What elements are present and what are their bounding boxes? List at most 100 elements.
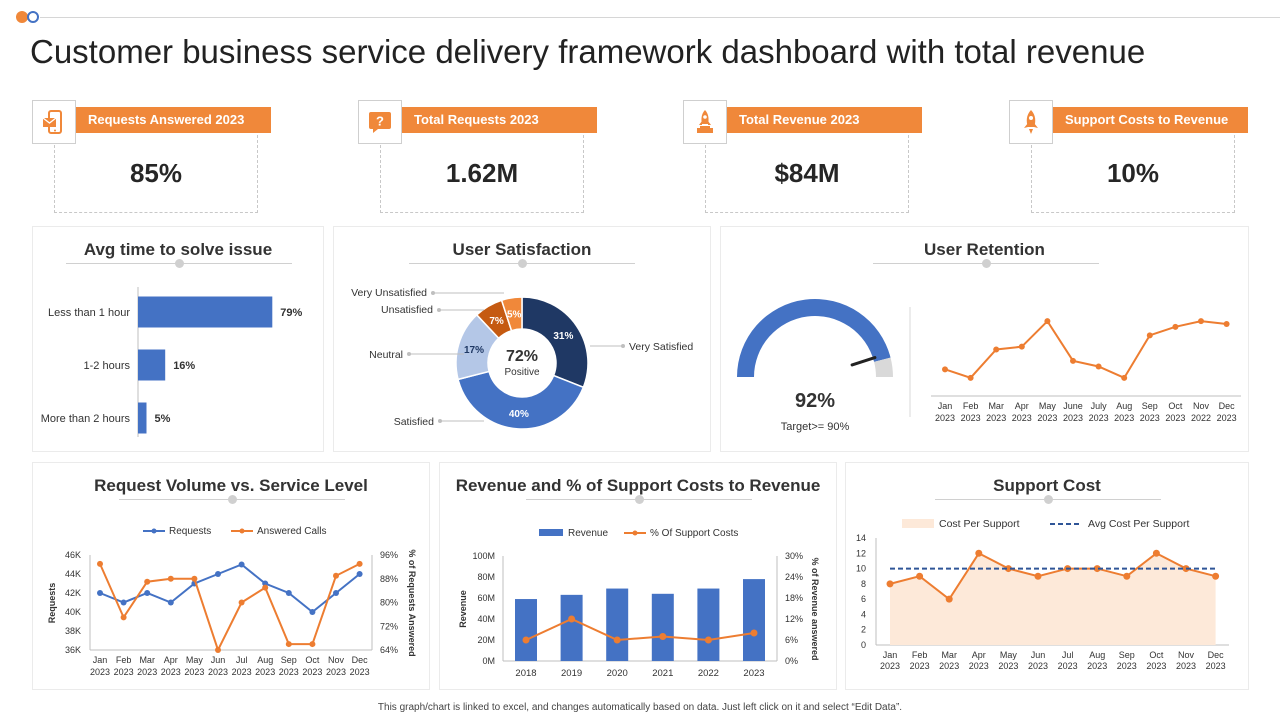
kpi-value: 85% bbox=[129, 158, 183, 188]
x-tick-label: 2018 bbox=[515, 668, 536, 679]
x-tick-label: Aug bbox=[1089, 650, 1105, 660]
cost-point bbox=[1093, 565, 1101, 573]
retention-point bbox=[1070, 357, 1076, 364]
title-dot bbox=[175, 259, 184, 268]
retention-point bbox=[1172, 323, 1179, 330]
x-tick-label: Oct bbox=[1149, 650, 1164, 660]
legend-label: Neutral bbox=[369, 349, 403, 361]
x-tick-label: 2023 bbox=[137, 667, 157, 677]
kpi-value: 1.62M bbox=[445, 158, 519, 188]
x-tick-label: Jul bbox=[236, 655, 248, 665]
gauge-rest bbox=[874, 357, 893, 377]
legend-marker bbox=[151, 528, 157, 534]
cost-point bbox=[886, 580, 894, 588]
callout-dot bbox=[407, 352, 411, 356]
x-tick-label: 2022 bbox=[698, 668, 719, 679]
cost-point bbox=[1152, 549, 1160, 557]
series-point bbox=[238, 599, 245, 606]
retention-point bbox=[942, 366, 948, 373]
kpi-label: Total Revenue 2023 bbox=[727, 107, 922, 133]
category-label: Less than 1 hour bbox=[48, 307, 130, 319]
title-dot bbox=[1044, 495, 1053, 504]
kpi-label: Support Costs to Revenue bbox=[1053, 107, 1248, 133]
revenue-bar bbox=[651, 593, 674, 661]
x-tick-label: 2023 bbox=[114, 667, 134, 677]
x-tick-label: Sep bbox=[281, 655, 297, 665]
legend-swatch bbox=[902, 519, 934, 528]
support-cost-line bbox=[525, 617, 755, 642]
retention-point bbox=[1044, 318, 1051, 325]
y2-tick-label: 6% bbox=[785, 635, 798, 645]
question-bubble-icon: ? bbox=[358, 100, 402, 144]
kpi-label: Requests Answered 2023 bbox=[76, 107, 271, 133]
y2-tick-label: 0% bbox=[785, 656, 798, 666]
panel-satisfaction: User Satisfaction 31% 40% 17% 7% 5% 72% Positi… bbox=[333, 226, 711, 452]
x-tick-label: 2020 bbox=[607, 668, 628, 679]
panel-title: Request Volume vs. Service Level bbox=[94, 476, 368, 495]
slice-label: 40% bbox=[509, 409, 529, 420]
retention-point bbox=[967, 374, 974, 381]
slice-label: 7% bbox=[489, 316, 504, 327]
kpi-total-requests: ? Total Requests 2023 1.62M bbox=[358, 100, 598, 215]
x-tick-label: Jun bbox=[211, 655, 226, 665]
title-dot bbox=[982, 259, 991, 268]
slice-label: 17% bbox=[464, 345, 484, 356]
x-tick-label: Oct bbox=[305, 655, 320, 665]
x-tick-label: 2023 bbox=[302, 667, 322, 677]
x-tick-label: 2023 bbox=[1140, 413, 1160, 423]
series-point bbox=[215, 647, 221, 653]
x-tick-label: Apr bbox=[164, 655, 178, 665]
x-tick-label: 2023 bbox=[1206, 661, 1226, 671]
x-tick-label: Jul bbox=[1062, 650, 1074, 660]
revenue-bar bbox=[697, 588, 720, 661]
y-axis-label: Requests bbox=[47, 583, 57, 624]
retention-line bbox=[944, 319, 1227, 380]
center-label: Positive bbox=[504, 367, 539, 378]
y2-axis-label: % of Requests Answered bbox=[407, 549, 417, 656]
x-tick-label: 2023 bbox=[1058, 661, 1078, 671]
data-label: 16% bbox=[173, 360, 195, 372]
panel-title: Avg time to solve issue bbox=[83, 240, 273, 259]
y-tick-label: 60M bbox=[477, 593, 495, 603]
series-point bbox=[309, 609, 316, 615]
x-tick-label: 2023 bbox=[1117, 661, 1137, 671]
series-point bbox=[285, 590, 292, 596]
x-tick-label: Feb bbox=[912, 650, 928, 660]
footer-note: This graph/chart is linked to excel, and… bbox=[377, 702, 903, 713]
legend-label: Cost Per Support bbox=[939, 518, 1020, 530]
x-tick-label: Jan bbox=[938, 401, 953, 411]
data-label: 79% bbox=[280, 307, 302, 319]
panel-avg-time: Avg time to solve issue Less than 1 hour… bbox=[32, 226, 324, 452]
brand-dot-blue bbox=[27, 11, 39, 23]
cost-point bbox=[1123, 572, 1131, 580]
series-point bbox=[167, 599, 174, 606]
legend-marker bbox=[632, 530, 638, 536]
panel-volume: Request Volume vs. Service Level Request… bbox=[32, 462, 430, 690]
x-tick-label: 2023 bbox=[1146, 661, 1166, 671]
x-tick-label: 2023 bbox=[161, 667, 181, 677]
y2-tick-label: 24% bbox=[785, 572, 803, 582]
kpi-box bbox=[380, 130, 584, 213]
x-tick-label: Nov bbox=[328, 655, 345, 665]
legend-label: Very Satisfied bbox=[629, 341, 693, 353]
x-tick-label: 2023 bbox=[910, 661, 930, 671]
brand-dot-orange bbox=[16, 11, 28, 23]
x-tick-label: 2023 bbox=[939, 661, 959, 671]
avg-time-chart: Less than 1 hour 79% 1-2 hours 16% More than… bbox=[41, 287, 303, 437]
cost-point bbox=[975, 549, 983, 557]
kpi-support-costs: Support Costs to Revenue 10% bbox=[1009, 100, 1249, 215]
x-tick-label: Sep bbox=[1119, 650, 1135, 660]
support-cost-point bbox=[522, 636, 530, 644]
gauge-fill bbox=[737, 299, 891, 377]
x-tick-label: Apr bbox=[972, 650, 986, 660]
y2-tick-label: 64% bbox=[380, 645, 398, 655]
x-tick-label: Jan bbox=[883, 650, 898, 660]
revenue-chart: Revenue % Of Support Costs 100M 80M 60M 40M 20… bbox=[458, 528, 820, 679]
retention-point bbox=[1018, 343, 1025, 350]
bar bbox=[138, 296, 273, 328]
retention-point bbox=[1146, 332, 1153, 339]
x-tick-label: Nov bbox=[1193, 401, 1210, 411]
retention-chart: 92% Target>= 90% Jan 2023 Feb 2023 Mar 2023 Apr 2… bbox=[737, 299, 1241, 433]
y-tick-label: 0 bbox=[861, 640, 866, 650]
series-point bbox=[238, 561, 245, 568]
